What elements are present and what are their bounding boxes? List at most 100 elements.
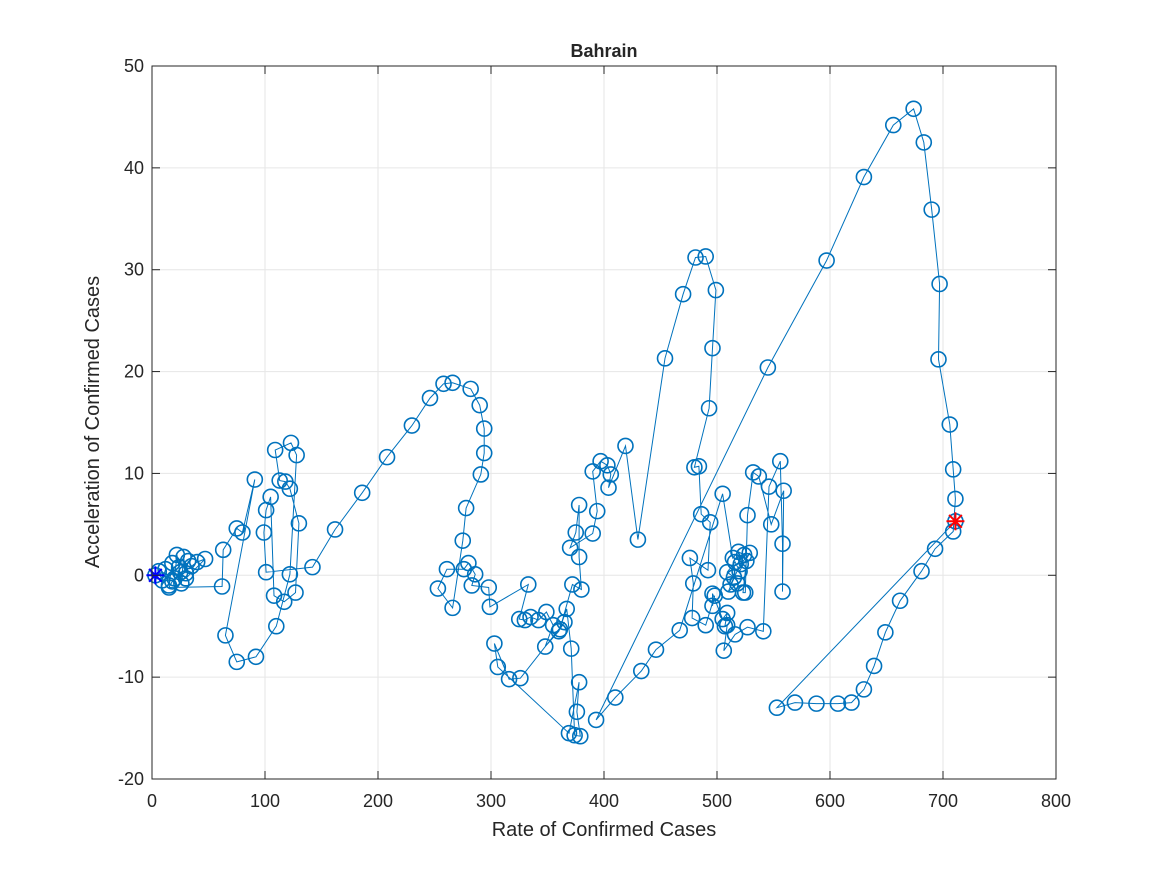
data-point <box>538 603 555 621</box>
data-point <box>584 525 602 542</box>
x-axis-label: Rate of Confirmed Cases <box>492 819 717 841</box>
data-point <box>718 604 736 622</box>
data-point <box>560 724 578 742</box>
data-point <box>570 496 588 514</box>
data-point <box>656 350 674 367</box>
data-point <box>512 669 529 687</box>
data-point <box>247 648 265 666</box>
data-point <box>739 506 756 524</box>
data-point <box>671 621 689 639</box>
data-point <box>700 399 718 417</box>
data-point <box>683 609 701 627</box>
data-point <box>228 520 246 537</box>
data-point <box>704 339 721 357</box>
data-point <box>829 695 847 712</box>
data-point <box>587 711 605 729</box>
data-point <box>632 662 650 680</box>
data-point <box>647 641 665 658</box>
data-point <box>947 490 964 508</box>
data-point <box>160 579 178 596</box>
data-point <box>564 576 581 593</box>
data-point <box>421 389 439 407</box>
data-point <box>435 375 452 393</box>
data-point <box>454 532 472 549</box>
data-point <box>617 437 634 455</box>
y-tick-label: 40 <box>124 158 144 178</box>
data-point <box>214 541 232 559</box>
data-point <box>562 640 580 657</box>
data-point <box>865 657 883 675</box>
data-point <box>282 434 300 452</box>
data-point <box>267 617 285 635</box>
data-point <box>724 549 742 567</box>
x-tick-label: 700 <box>928 791 958 811</box>
data-point <box>913 562 930 580</box>
data-point <box>188 553 206 571</box>
x-tick-label: 200 <box>363 791 393 811</box>
data-point <box>444 599 461 617</box>
y-tick-label: 20 <box>124 362 144 382</box>
data-point <box>378 448 396 466</box>
data-point <box>674 285 692 303</box>
data-point <box>774 535 791 553</box>
data-point <box>266 441 284 459</box>
data-point <box>707 281 725 299</box>
data-point <box>257 501 275 519</box>
chart-title: Bahrain <box>570 41 637 61</box>
end-star-marker <box>946 512 965 531</box>
data-point <box>722 576 739 593</box>
data-point <box>463 577 481 594</box>
data-point <box>173 575 190 592</box>
data-point <box>704 597 721 615</box>
data-point <box>697 616 715 634</box>
data-point <box>905 100 922 118</box>
data-point <box>808 695 825 712</box>
data-point <box>471 396 489 414</box>
x-tick-label: 300 <box>476 791 506 811</box>
data-point <box>884 116 902 134</box>
data-point <box>750 468 768 485</box>
end-star-marker-stroke <box>948 514 963 529</box>
data-point <box>481 598 499 616</box>
x-tick-label: 400 <box>589 791 619 811</box>
data-point <box>600 479 617 496</box>
data-point <box>687 249 704 266</box>
data-point <box>697 248 715 265</box>
data-point <box>561 539 579 557</box>
data-point <box>271 472 288 489</box>
data-point <box>290 515 308 532</box>
data-point <box>444 374 461 392</box>
data-point <box>304 558 321 576</box>
data-point <box>567 524 585 541</box>
data-point <box>739 618 756 636</box>
data-point <box>438 560 456 578</box>
data-point <box>475 444 493 462</box>
data-point <box>715 642 733 659</box>
data-point <box>475 420 493 437</box>
data-point <box>551 620 569 638</box>
data-point <box>255 524 273 541</box>
data-point <box>570 548 588 566</box>
data-point <box>234 524 251 541</box>
data-point <box>731 562 748 580</box>
data-point <box>558 600 576 618</box>
data-point <box>403 417 421 434</box>
data-point <box>768 699 786 717</box>
data-point <box>818 252 835 269</box>
data-point <box>510 610 528 628</box>
y-tick-label: 0 <box>134 565 144 585</box>
data-point <box>429 580 447 597</box>
data-point <box>771 452 789 470</box>
data-point <box>570 673 588 691</box>
data-point <box>923 201 941 218</box>
data-point <box>472 466 490 483</box>
data-point <box>457 499 475 517</box>
data-point <box>500 670 518 688</box>
data-point <box>606 689 624 706</box>
data-point <box>257 563 275 581</box>
data-point <box>704 585 721 602</box>
data-point <box>681 549 699 567</box>
data-point <box>550 623 568 640</box>
y-tick-label: -10 <box>118 667 144 687</box>
ticks: 0 100 200 300 400 500 600 700 800 -20 -10 0 10 20 30 40… <box>118 56 1071 811</box>
